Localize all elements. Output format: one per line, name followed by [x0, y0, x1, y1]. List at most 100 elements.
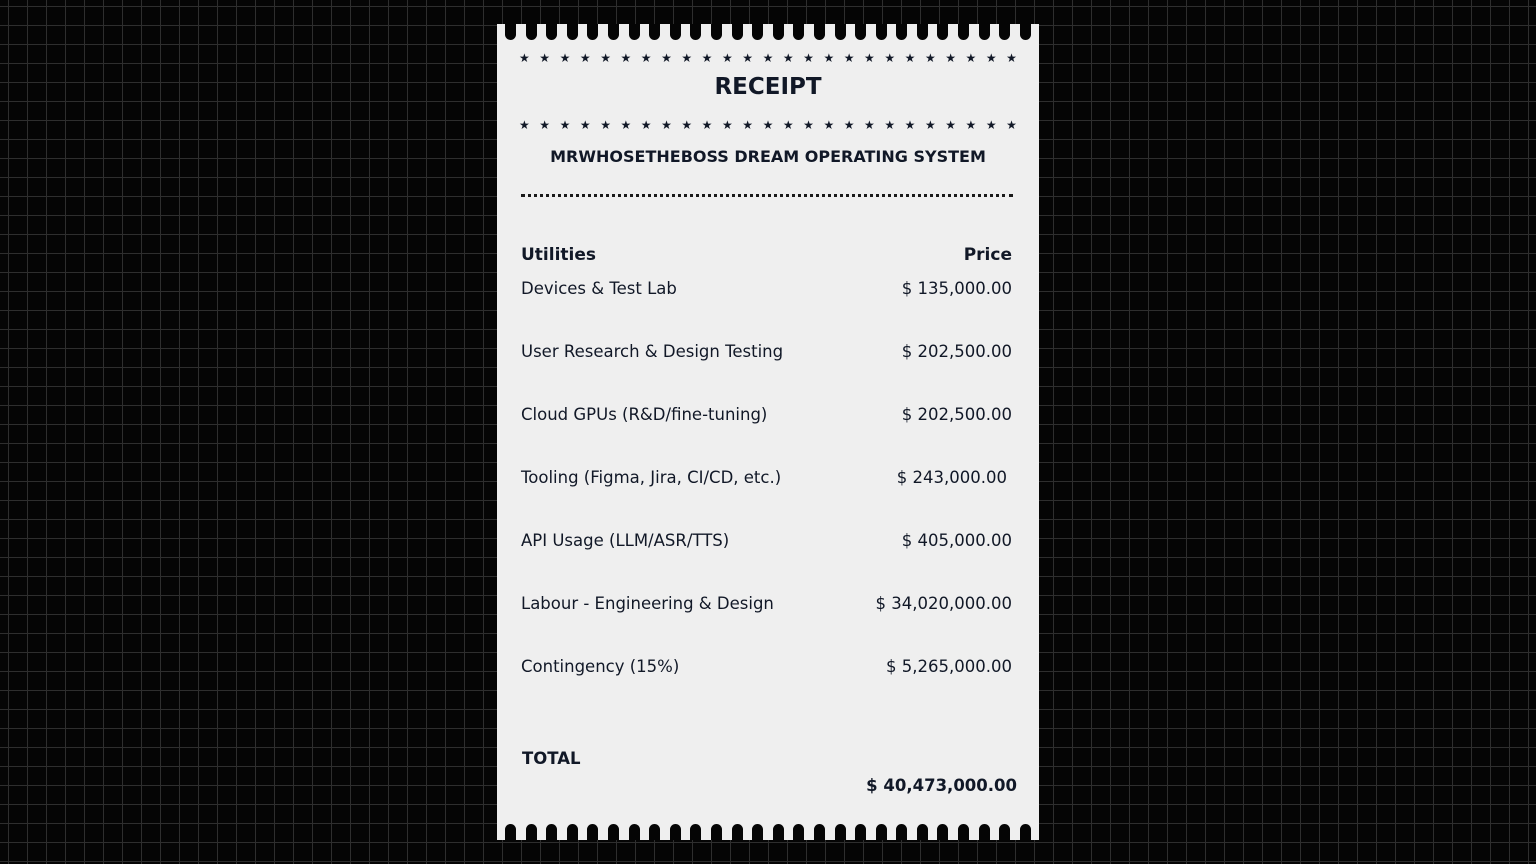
receipt-paper: ★ ★ ★ ★ ★ ★ ★ ★ ★ ★ ★ ★ ★ ★ ★ ★ ★ ★ ★ ★ ★ ★ ★ ★ ★ RECEIPT ★ ★ ★ ★ ★ ★…: [497, 24, 1039, 840]
line-item: Tooling (Figma, Jira, CI/CD, etc.) $ 243,…: [521, 468, 1007, 487]
torn-edge-top: [497, 24, 1039, 40]
scallop: [505, 824, 516, 840]
star-icon: ★: [945, 51, 956, 65]
star-icon: ★: [681, 118, 693, 132]
torn-edge-bottom: [497, 824, 1039, 840]
scallop: [772, 24, 784, 40]
scallop: [649, 824, 661, 840]
star-icon: ★: [620, 51, 632, 65]
star-icon: ★: [1006, 118, 1017, 132]
scallop: [896, 24, 908, 40]
scallop: [958, 24, 970, 40]
star-icon: ★: [823, 51, 835, 65]
star-icon: ★: [843, 118, 855, 132]
scallop: [690, 824, 702, 840]
star-icon: ★: [742, 118, 754, 132]
star-icon: ★: [864, 118, 875, 132]
scallop: [1019, 824, 1031, 840]
scallop: [752, 24, 764, 40]
item-price: $ 202,500.00: [901, 405, 1012, 424]
star-icon: ★: [519, 51, 530, 65]
scallop: [1019, 24, 1031, 40]
scallop: [916, 824, 928, 840]
scallop: [669, 24, 681, 40]
star-icon: ★: [721, 118, 733, 132]
scallop: [896, 824, 908, 840]
line-item: User Research & Design Testing $ 202,500.…: [521, 342, 1012, 361]
header-item: Utilities: [521, 245, 597, 265]
scallop: [628, 824, 640, 840]
scallop: [566, 24, 578, 40]
star-icon: ★: [701, 118, 713, 132]
table-header: Utilities Price: [521, 245, 1012, 265]
item-price: $ 405,000.00: [901, 531, 1012, 550]
scallop: [587, 24, 599, 40]
star-icon: ★: [924, 51, 936, 65]
scallop: [875, 24, 887, 40]
star-icon: ★: [945, 118, 956, 132]
scallop: [710, 24, 722, 40]
star-icon: ★: [519, 118, 530, 132]
scallop: [855, 24, 867, 40]
scallop: [855, 824, 867, 840]
star-icon: ★: [884, 51, 896, 65]
dotted-divider: [521, 194, 1013, 197]
line-item: Devices & Test Lab $ 135,000.00: [521, 279, 1012, 298]
star-icon: ★: [640, 118, 652, 132]
line-item: API Usage (LLM/ASR/TTS) $ 405,000.00: [521, 531, 1012, 550]
star-icon: ★: [539, 118, 551, 132]
item-label: User Research & Design Testing: [521, 342, 784, 361]
item-label: Labour - Engineering & Design: [521, 594, 774, 613]
company-name: MRWHOSETHEBOSS DREAM OPERATING SYSTEM: [550, 147, 986, 166]
scallop: [649, 24, 661, 40]
scallop: [731, 24, 743, 40]
item-label: Tooling (Figma, Jira, CI/CD, etc.): [521, 468, 782, 487]
scallop: [937, 24, 949, 40]
star-icon: ★: [539, 51, 551, 65]
star-divider-bottom: ★ ★ ★ ★ ★ ★ ★ ★ ★ ★ ★ ★ ★ ★ ★ ★ ★ ★ ★ ★ ★ ★ ★ ★ ★: [519, 119, 1017, 131]
star-icon: ★: [579, 51, 591, 65]
star-icon: ★: [864, 51, 875, 65]
total-value: $ 40,473,000.00: [866, 776, 1017, 795]
scallop: [566, 824, 578, 840]
star-icon: ★: [843, 51, 855, 65]
scallop: [731, 824, 743, 840]
star-icon: ★: [579, 118, 591, 132]
star-icon: ★: [924, 118, 936, 132]
star-icon: ★: [762, 118, 774, 132]
scallop: [546, 824, 558, 840]
star-icon: ★: [559, 118, 571, 132]
scallop: [834, 24, 846, 40]
star-icon: ★: [803, 118, 814, 132]
scallop: [628, 24, 640, 40]
scallop: [525, 24, 537, 40]
star-icon: ★: [742, 51, 754, 65]
star-icon: ★: [701, 51, 713, 65]
scallop: [607, 24, 619, 40]
star-icon: ★: [640, 51, 652, 65]
scallop: [793, 24, 805, 40]
scallop: [978, 24, 990, 40]
star-icon: ★: [803, 51, 814, 65]
scallop: [669, 824, 681, 840]
star-icon: ★: [559, 51, 571, 65]
scallop: [525, 824, 537, 840]
scallop: [834, 824, 846, 840]
item-label: Contingency (15%): [521, 657, 680, 676]
scallop: [999, 824, 1011, 840]
line-item: Contingency (15%) $ 5,265,000.00: [521, 657, 1012, 676]
scallop: [999, 24, 1011, 40]
scallop: [978, 824, 990, 840]
scallop: [937, 824, 949, 840]
scallop: [752, 824, 764, 840]
star-icon: ★: [600, 118, 611, 132]
star-icon: ★: [600, 51, 611, 65]
star-icon: ★: [904, 51, 916, 65]
item-label: Cloud GPUs (R&D/fine-tuning): [521, 405, 768, 424]
item-price: $ 5,265,000.00: [886, 657, 1012, 676]
star-icon: ★: [782, 51, 794, 65]
star-icon: ★: [965, 51, 977, 65]
star-icon: ★: [661, 51, 672, 65]
scallop: [958, 824, 970, 840]
item-label: API Usage (LLM/ASR/TTS): [521, 531, 730, 550]
